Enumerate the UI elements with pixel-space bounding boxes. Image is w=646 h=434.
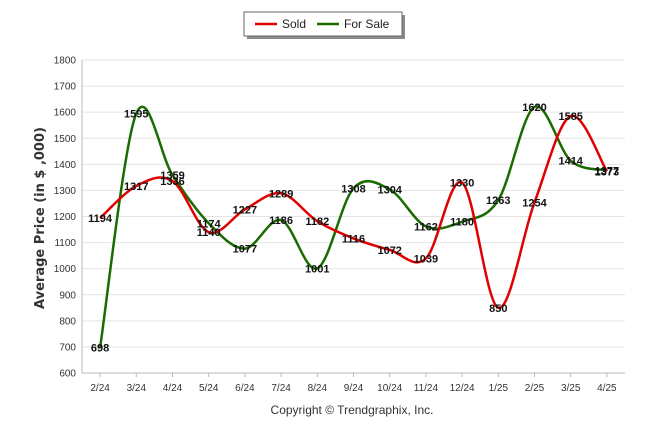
data-label-for-sale: 1304 <box>377 184 402 196</box>
data-label-sold: 1039 <box>414 253 438 265</box>
x-tick-labels: 2/24 3/24 4/24 5/24 6/24 7/24 8/24 9/24 10/24 11/… <box>90 383 617 394</box>
x-tick-label: 2/25 <box>525 383 545 394</box>
legend-for-sale-label: For Sale <box>344 17 390 31</box>
series-line-for-sale <box>98 105 608 348</box>
y-tick-label: 1200 <box>54 212 77 223</box>
data-label-for-sale: 1308 <box>341 183 365 195</box>
copyright-footer: Copyright © Trendgraphix, Inc. <box>271 403 434 417</box>
data-label-sold: 1317 <box>124 181 148 193</box>
x-tick-label: 4/25 <box>597 383 617 394</box>
axes <box>81 60 625 377</box>
data-label-sold: 1072 <box>377 245 401 257</box>
y-tick-label: 1100 <box>54 238 76 249</box>
data-label-sold: 1289 <box>269 188 293 200</box>
data-label-for-sale: 1077 <box>233 244 257 256</box>
data-label-for-sale: 698 <box>91 342 109 354</box>
x-tick-label: 4/24 <box>163 383 183 394</box>
y-tick-label: 800 <box>59 316 76 327</box>
data-label-sold: 1336 <box>160 176 184 188</box>
y-tick-label: 600 <box>59 369 76 380</box>
legend-sold-label: Sold <box>282 17 306 31</box>
y-tick-label: 1600 <box>54 108 77 119</box>
legend: Sold For Sale <box>243 11 405 39</box>
data-label-for-sale: 1001 <box>305 263 329 275</box>
y-tick-label: 1400 <box>54 160 77 171</box>
data-label-for-sale: 1162 <box>414 221 438 233</box>
y-tick-labels: 600 700 800 900 1000 1100 1200 1300 1400 1500 1600… <box>54 56 77 380</box>
data-label-sold: 1140 <box>197 227 221 239</box>
x-tick-label: 7/24 <box>271 383 291 394</box>
data-label-sold: 850 <box>489 303 507 315</box>
y-tick-label: 900 <box>59 290 76 301</box>
y-tick-label: 1700 <box>54 82 77 93</box>
data-label-sold: 1194 <box>88 213 113 225</box>
data-label-for-sale: 1359 <box>160 170 184 182</box>
data-label-for-sale: 1263 <box>486 195 510 207</box>
data-label-sold: 1373 <box>595 166 619 178</box>
data-label-for-sale: 1180 <box>450 217 474 229</box>
data-label-for-sale: 1174 <box>197 218 222 230</box>
x-tick-label: 5/24 <box>199 383 219 394</box>
x-tick-label: 6/24 <box>235 383 255 394</box>
x-tick-label: 3/25 <box>561 383 581 394</box>
data-label-sold: 1227 <box>233 204 257 216</box>
y-axis-label: Average Price (in $ ,000) <box>33 127 48 309</box>
data-label-for-sale: 1414 <box>558 156 583 168</box>
x-tick-label: 9/24 <box>344 383 364 394</box>
x-tick-label: 8/24 <box>308 383 328 394</box>
data-label-sold: 1254 <box>522 197 547 209</box>
y-tick-label: 1800 <box>54 56 77 67</box>
y-tick-label: 700 <box>59 342 76 353</box>
x-tick-label: 1/25 <box>489 383 509 394</box>
y-tick-label: 1300 <box>54 186 77 197</box>
series-line-sold <box>99 114 608 310</box>
data-label-sold: 1585 <box>558 111 582 123</box>
data-label-for-sale: 1377 <box>595 165 619 177</box>
y-tick-label: 1500 <box>54 134 77 145</box>
x-tick-label: 10/24 <box>377 383 402 394</box>
x-tick-label: 2/24 <box>90 383 110 394</box>
data-label-sold: 1330 <box>450 178 474 190</box>
data-label-for-sale: 1595 <box>124 108 148 120</box>
data-label-for-sale: 1620 <box>522 102 546 114</box>
grid-lines <box>82 59 625 374</box>
x-tick-label: 3/24 <box>127 383 147 394</box>
x-tick-label: 11/24 <box>414 383 439 394</box>
data-labels: 1194 1317 1336 1140 1227 1289 1182 1116 1072 1039… <box>88 102 619 354</box>
data-label-for-sale: 1186 <box>269 215 293 227</box>
data-label-sold: 1182 <box>305 216 329 228</box>
data-label-sold: 1116 <box>342 233 365 245</box>
y-tick-label: 1000 <box>54 264 77 275</box>
x-tick-label: 12/24 <box>450 383 475 394</box>
series-lines <box>98 105 608 348</box>
